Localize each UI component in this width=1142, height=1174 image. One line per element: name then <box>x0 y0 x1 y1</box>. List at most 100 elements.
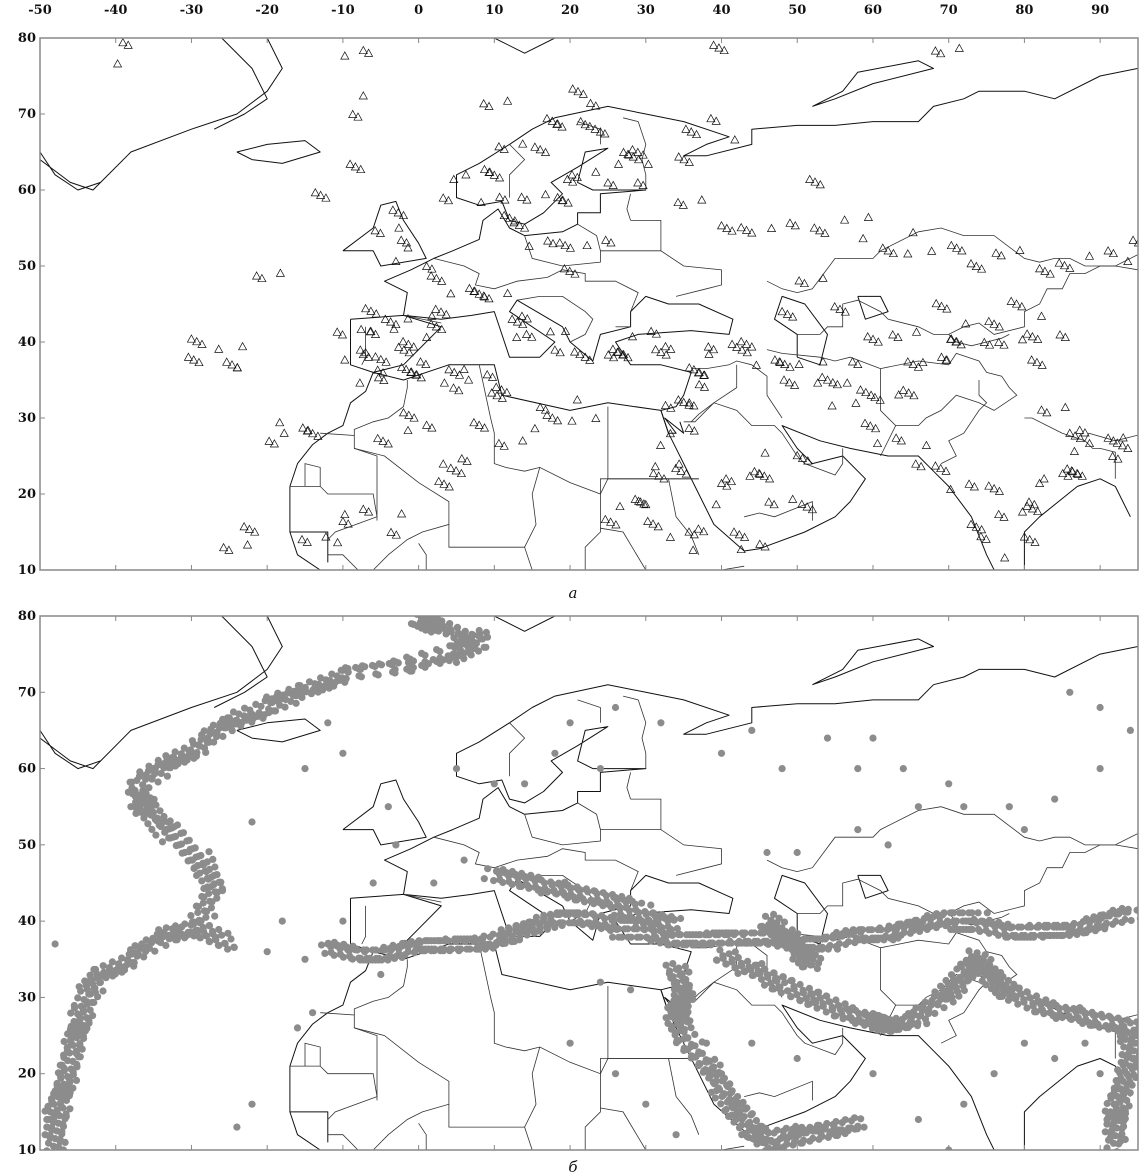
epicenter-dot <box>1133 1018 1138 1026</box>
epicenter-dot <box>190 864 198 873</box>
epicenter-dot <box>864 936 873 944</box>
epicenter-triangle <box>585 121 595 131</box>
epicenter-triangle <box>503 288 513 297</box>
epicenter-dot <box>80 1034 88 1043</box>
epicenter-dot <box>607 903 615 911</box>
epicenter-triangle <box>409 342 419 351</box>
epicenter-triangle <box>399 345 409 354</box>
epicenter-dot <box>940 1004 948 1012</box>
epicenter-dot <box>1041 931 1049 940</box>
epicenter-triangle <box>238 341 248 351</box>
epicenter-triangle <box>520 223 530 232</box>
epicenter-dot <box>869 734 877 742</box>
epicenter-triangle <box>469 417 479 427</box>
epicenter-dot <box>81 1027 90 1035</box>
epicenter-dot <box>1131 1063 1138 1071</box>
epicenter-dot <box>291 692 299 700</box>
epicenter-dot <box>1125 1102 1133 1110</box>
epicenter-dot <box>200 727 208 735</box>
epicenter-dot <box>877 1016 885 1024</box>
country-border <box>524 1046 541 1150</box>
epicenter-dot <box>778 933 786 942</box>
country-border <box>630 798 662 830</box>
epicenter-dot <box>841 1116 849 1124</box>
epicenter-dot <box>1026 994 1034 1002</box>
epicenter-dot <box>501 934 509 942</box>
epicenter-triangle <box>431 322 441 331</box>
epicenter-triangle <box>936 301 947 310</box>
epicenter-dot <box>677 914 685 923</box>
epicenter-triangle <box>422 420 432 429</box>
epicenter-triangle <box>908 227 918 237</box>
epicenter-dot <box>476 629 484 638</box>
epicenter-dot <box>543 920 551 928</box>
country-border <box>691 360 752 369</box>
epicenter-dot <box>505 872 513 880</box>
epicenter-dot <box>664 941 672 949</box>
epicenter-dot <box>233 1123 241 1131</box>
epicenter-dot <box>884 841 892 849</box>
epicenter-dot <box>787 993 795 1001</box>
epicenter-triangle <box>730 135 740 144</box>
epicenter-triangle <box>397 362 407 372</box>
epicenter-dot <box>647 937 655 945</box>
epicenter-dot <box>832 1118 840 1126</box>
epicenter-triangle <box>512 317 522 326</box>
epicenter-triangle <box>699 370 709 379</box>
epicenter-dot <box>278 917 286 925</box>
epicenter-dot <box>282 695 290 704</box>
epicenter-triangle <box>459 364 469 373</box>
epicenter-dot <box>1106 1108 1115 1116</box>
epicenter-dot <box>726 937 734 946</box>
epicenter-dot <box>1008 923 1016 931</box>
epicenter-dot <box>521 780 529 788</box>
epicenter-triangle <box>454 385 464 395</box>
epicenter-triangle <box>714 43 724 52</box>
epicenter-dot <box>743 1133 751 1141</box>
epicenter-dot <box>472 639 480 648</box>
epicenter-dot <box>773 1126 781 1134</box>
epicenter-triangle <box>567 170 577 179</box>
epicenter-dot <box>265 705 273 713</box>
epicenter-dot <box>744 957 752 966</box>
epicenter-dot <box>171 748 179 756</box>
epicenter-triangle <box>444 482 454 491</box>
y-tick-label: 40 <box>18 914 36 929</box>
epicenter-dot <box>761 965 769 973</box>
epicenter-triangle <box>936 463 946 473</box>
epicenter-triangle <box>745 471 755 480</box>
epicenter-triangle <box>373 372 384 382</box>
epicenter-dot <box>631 900 639 908</box>
epicenter-dot <box>338 674 346 682</box>
epicenter-dot <box>229 708 238 716</box>
epicenter-triangle <box>606 238 616 247</box>
epicenter-dot <box>696 931 704 939</box>
epicenter-dot <box>1103 1144 1111 1150</box>
epicenter-dot <box>798 949 806 957</box>
country-border <box>751 364 783 419</box>
epicenter-dot <box>1112 917 1120 926</box>
epicenter-triangle <box>903 357 913 366</box>
epicenter-dot <box>418 649 426 658</box>
epicenter-triangle <box>1040 266 1050 275</box>
epicenter-triangle <box>818 273 828 282</box>
epicenter-triangle <box>643 516 653 525</box>
epicenter-dot <box>147 800 155 808</box>
epicenter-triangle <box>694 379 704 389</box>
epicenter-triangle <box>580 352 590 361</box>
epicenter-dot <box>943 917 952 925</box>
epicenter-triangle <box>517 311 527 320</box>
country-border <box>433 836 639 891</box>
epicenter-dot <box>840 1014 848 1022</box>
epicenter-dot <box>136 768 144 776</box>
epicenter-triangle <box>704 349 714 358</box>
epicenter-triangle <box>1103 246 1113 255</box>
epicenter-triangle <box>660 400 671 410</box>
epicenter-triangle <box>257 273 267 283</box>
epicenter-dot <box>995 992 1003 1001</box>
epicenter-triangle <box>809 223 819 232</box>
epicenter-triangle <box>192 336 202 346</box>
epicenter-dot <box>67 1038 75 1046</box>
epicenter-dot <box>339 749 347 757</box>
epicenter-dot <box>793 848 801 857</box>
